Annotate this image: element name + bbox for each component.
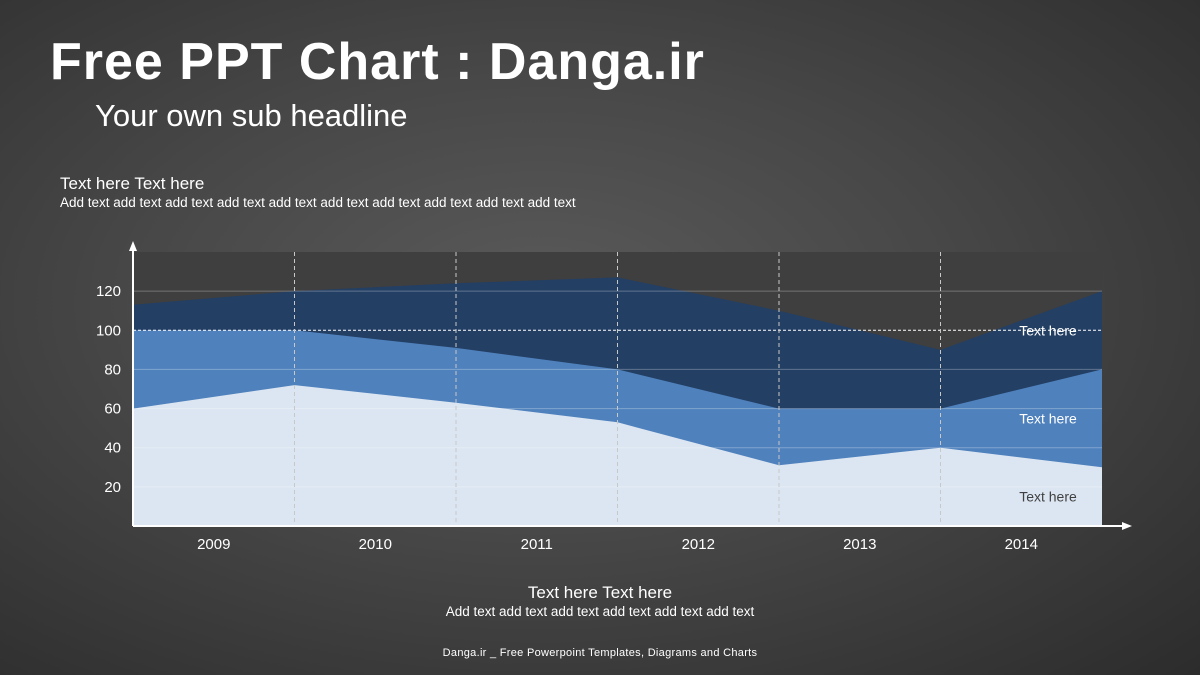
y-tick-label: 100	[96, 322, 121, 339]
top-text-body: Add text add text add text add text add …	[60, 195, 576, 210]
series-label-2: Text here	[1019, 410, 1077, 426]
x-tick-label: 2012	[682, 536, 715, 553]
y-tick-label: 40	[104, 440, 121, 457]
x-tick-label: 2013	[843, 536, 876, 553]
bottom-text-block: Text here Text here Add text add text ad…	[0, 583, 1200, 619]
y-tick-label: 60	[104, 401, 121, 418]
bottom-text-heading: Text here Text here	[527, 583, 673, 602]
x-tick-label: 2010	[359, 536, 392, 553]
x-tick-label: 2011	[521, 536, 553, 553]
slide-subtitle: Your own sub headline	[95, 98, 408, 133]
slide-title: Free PPT Chart : Danga.ir	[50, 33, 705, 91]
y-axis-arrow	[129, 241, 137, 251]
x-tick-label: 2014	[1005, 536, 1038, 553]
bottom-text-body: Add text add text add text add text add …	[445, 604, 755, 619]
y-tick-label: 80	[104, 361, 121, 378]
series-label-3: Text here	[1019, 489, 1077, 505]
top-text-heading: Text here Text here	[60, 174, 205, 193]
x-tick-label: 2009	[197, 536, 230, 553]
series-label-1: Text here	[1019, 322, 1077, 338]
x-axis-arrow	[1122, 522, 1132, 530]
footer-credit: Danga.ir _ Free Powerpoint Templates, Di…	[442, 647, 758, 659]
y-tick-label: 20	[104, 479, 121, 496]
top-text-block: Text here Text here Add text add text ad…	[60, 174, 576, 210]
y-tick-label: 120	[96, 283, 121, 300]
